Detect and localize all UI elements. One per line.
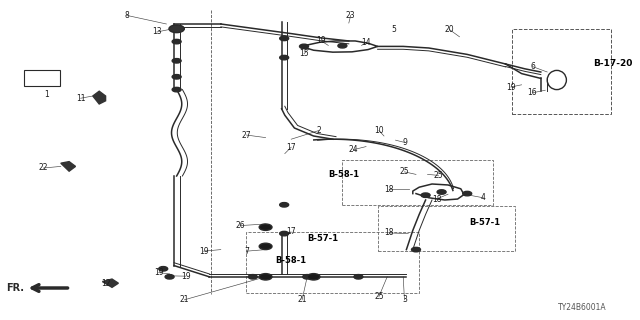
Text: 4: 4 bbox=[481, 193, 486, 202]
Bar bbox=[246, 232, 419, 293]
Text: 19: 19 bbox=[506, 83, 516, 92]
Circle shape bbox=[259, 274, 272, 280]
Text: 7: 7 bbox=[244, 247, 249, 256]
Text: 15: 15 bbox=[299, 49, 309, 58]
Circle shape bbox=[280, 203, 289, 207]
Text: 25: 25 bbox=[374, 292, 384, 301]
Circle shape bbox=[300, 44, 308, 49]
Text: 18: 18 bbox=[385, 228, 394, 237]
Circle shape bbox=[248, 275, 257, 279]
Circle shape bbox=[307, 274, 320, 280]
Circle shape bbox=[159, 267, 168, 271]
Text: 19: 19 bbox=[316, 36, 326, 45]
Text: 13: 13 bbox=[152, 28, 162, 36]
Text: 17: 17 bbox=[286, 228, 296, 236]
Polygon shape bbox=[93, 91, 106, 104]
Bar bbox=[378, 206, 515, 251]
Text: 20: 20 bbox=[444, 25, 454, 34]
Text: 25: 25 bbox=[433, 171, 444, 180]
Text: 19: 19 bbox=[154, 268, 164, 277]
Circle shape bbox=[169, 25, 184, 33]
Bar bbox=[512, 29, 611, 114]
Circle shape bbox=[165, 275, 174, 279]
Text: 18: 18 bbox=[432, 195, 441, 204]
Text: 6: 6 bbox=[530, 62, 535, 71]
Text: B-57-1: B-57-1 bbox=[308, 234, 339, 243]
Text: 22: 22 bbox=[39, 164, 48, 172]
Circle shape bbox=[259, 243, 272, 250]
Text: 5: 5 bbox=[391, 25, 396, 34]
Text: 21: 21 bbox=[298, 295, 307, 304]
Text: 26: 26 bbox=[235, 221, 245, 230]
Text: 16: 16 bbox=[527, 88, 538, 97]
Text: B-57-1: B-57-1 bbox=[470, 218, 500, 227]
Text: 23: 23 bbox=[346, 11, 356, 20]
Circle shape bbox=[303, 275, 312, 279]
Polygon shape bbox=[61, 162, 76, 171]
Text: 27: 27 bbox=[241, 131, 252, 140]
Text: 21: 21 bbox=[180, 295, 189, 304]
Text: 19: 19 bbox=[198, 247, 209, 256]
Circle shape bbox=[172, 75, 181, 79]
Circle shape bbox=[172, 39, 181, 44]
Circle shape bbox=[280, 55, 289, 60]
Circle shape bbox=[172, 59, 181, 63]
Circle shape bbox=[437, 190, 446, 194]
Text: 17: 17 bbox=[286, 143, 296, 152]
Text: 2: 2 bbox=[316, 126, 321, 135]
Text: 3: 3 bbox=[402, 295, 407, 304]
Text: FR.: FR. bbox=[6, 283, 24, 293]
Text: 1: 1 bbox=[44, 90, 49, 99]
Text: 8: 8 bbox=[124, 11, 129, 20]
Text: 25: 25 bbox=[399, 167, 410, 176]
Text: B-17-20: B-17-20 bbox=[593, 60, 633, 68]
Circle shape bbox=[280, 36, 289, 41]
Text: B-58-1: B-58-1 bbox=[328, 170, 359, 179]
Text: TY24B6001A: TY24B6001A bbox=[558, 303, 607, 312]
Polygon shape bbox=[102, 279, 118, 287]
Circle shape bbox=[463, 191, 472, 196]
Circle shape bbox=[259, 224, 272, 230]
Text: 14: 14 bbox=[361, 38, 371, 47]
Circle shape bbox=[354, 275, 363, 279]
Text: 10: 10 bbox=[374, 126, 384, 135]
Circle shape bbox=[421, 193, 430, 197]
Circle shape bbox=[172, 87, 181, 92]
Circle shape bbox=[338, 44, 347, 48]
Text: 18: 18 bbox=[385, 185, 394, 194]
Text: 24: 24 bbox=[348, 145, 358, 154]
Circle shape bbox=[280, 231, 289, 236]
Bar bbox=[342, 160, 493, 205]
Text: 12: 12 bbox=[101, 279, 110, 288]
Text: 11: 11 bbox=[76, 94, 85, 103]
Circle shape bbox=[412, 247, 420, 252]
Text: 9: 9 bbox=[402, 138, 407, 147]
Text: B-58-1: B-58-1 bbox=[276, 256, 307, 265]
Bar bbox=[24, 70, 60, 86]
Text: 19: 19 bbox=[180, 272, 191, 281]
